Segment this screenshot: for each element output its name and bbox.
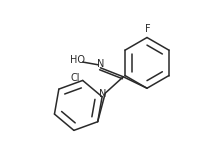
Text: N: N (97, 59, 104, 69)
Text: F: F (145, 23, 151, 33)
Text: Cl: Cl (71, 73, 80, 83)
Text: N: N (99, 89, 107, 99)
Text: HO: HO (70, 55, 85, 65)
